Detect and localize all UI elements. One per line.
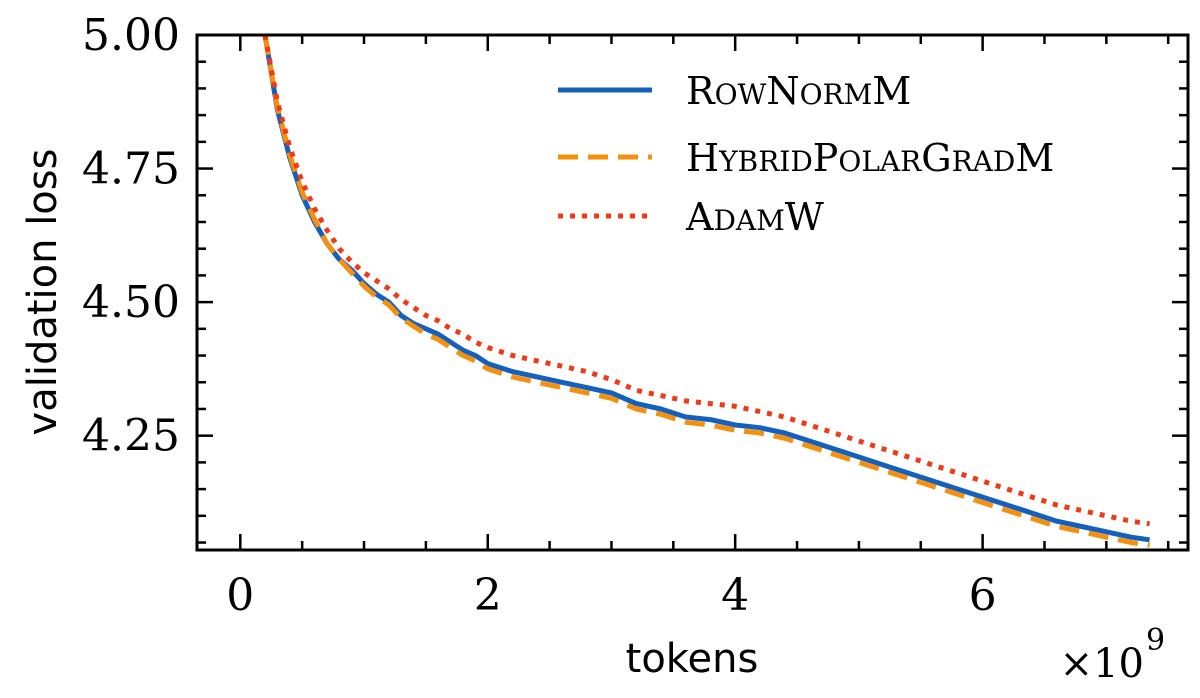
y-tick-label: 4.25 xyxy=(82,411,180,462)
plot-frame xyxy=(195,33,1190,552)
x-multiplier-base: ×10 xyxy=(1060,641,1144,687)
legend-label-hybridpolargradm: HYBRIDPOLARGRADM xyxy=(686,136,1054,180)
y-tick-label: 4.75 xyxy=(82,144,180,195)
x-tick-label: 6 xyxy=(969,570,997,621)
x-tick-label: 4 xyxy=(721,570,749,621)
legend-label-adamw: ADAMW xyxy=(685,195,824,239)
y-axis-label: validation loss xyxy=(20,149,66,436)
series-layer xyxy=(262,35,1150,548)
x-tick-labels: 0 2 4 6 xyxy=(226,570,996,621)
x-multiplier-exponent: 9 xyxy=(1146,623,1165,658)
y-tick-label: 5.00 xyxy=(82,10,180,61)
series-line-rownormm xyxy=(262,35,1150,543)
x-tick-label: 0 xyxy=(226,570,254,621)
x-tick-label: 2 xyxy=(474,570,502,621)
y-tick-label: 4.50 xyxy=(82,277,180,328)
legend: ROWNORMM HYBRIDPOLARGRADM ADAMW xyxy=(558,69,1054,239)
series-line-adamw xyxy=(262,35,1150,527)
y-tick-labels: 4.25 4.50 4.75 5.00 xyxy=(82,10,180,462)
x-multiplier: ×10 9 xyxy=(1060,623,1166,687)
x-axis-label: tokens xyxy=(626,636,759,682)
legend-label-rownormm: ROWNORMM xyxy=(686,69,911,113)
